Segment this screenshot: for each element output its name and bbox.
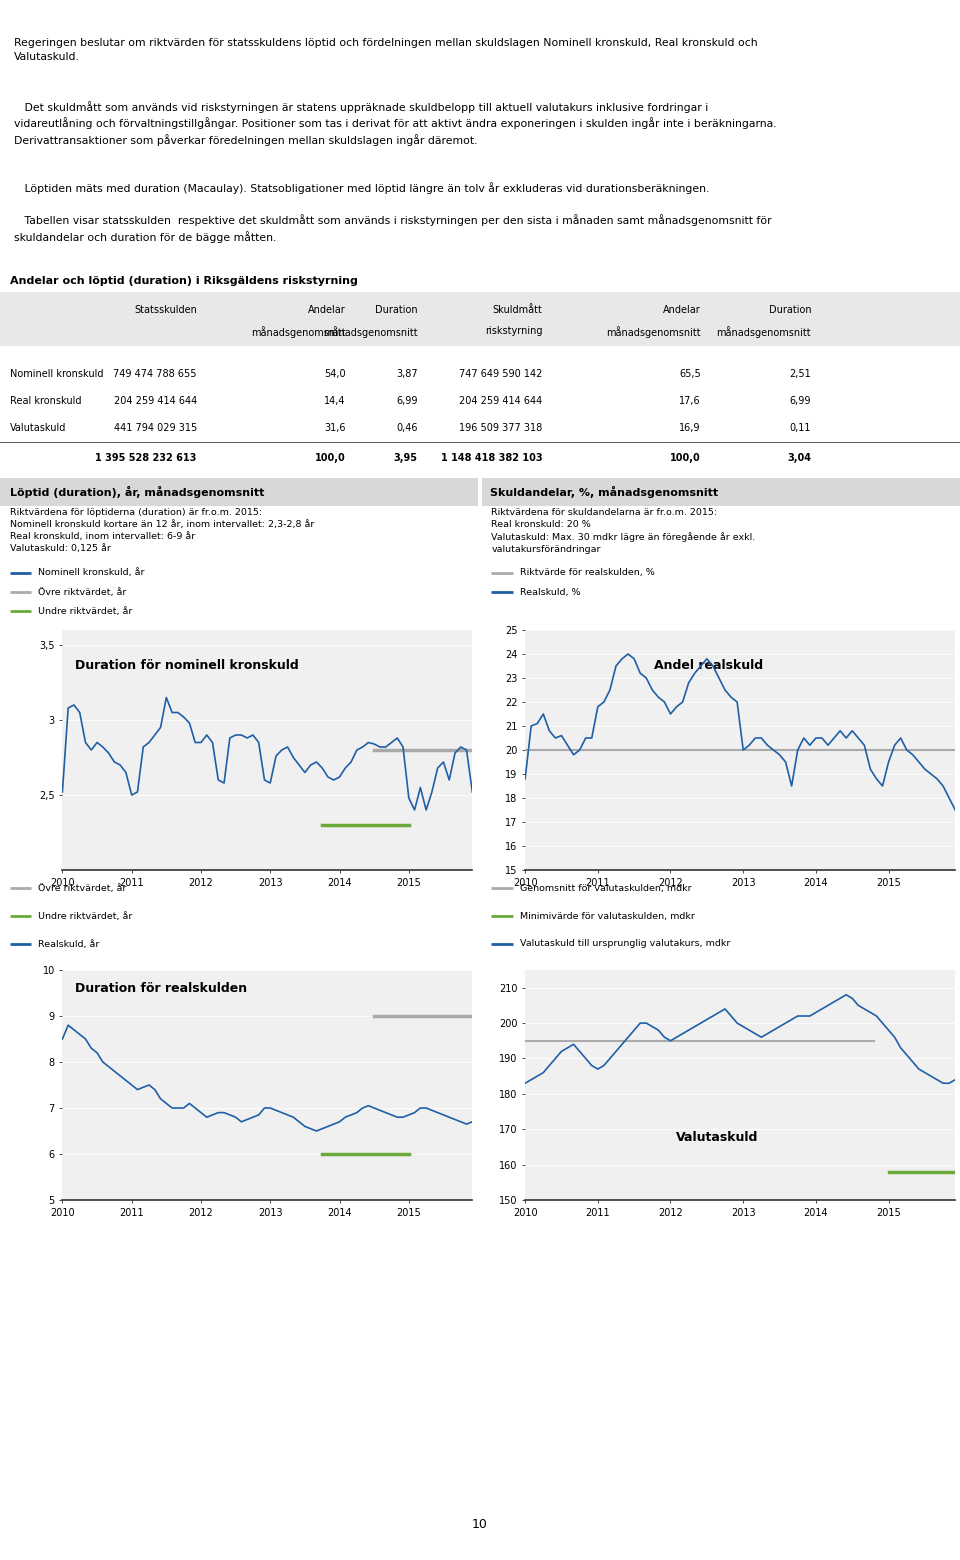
- Text: 1 395 528 232 613: 1 395 528 232 613: [95, 454, 197, 463]
- Text: Valutaskuld till ursprunglig valutakurs, mdkr: Valutaskuld till ursprunglig valutakurs,…: [520, 939, 731, 948]
- Text: Det skuldmått som används vid riskstyrningen är statens uppräknade skuldbelopp t: Det skuldmått som används vid riskstyrni…: [14, 101, 777, 147]
- Text: Realskuld, år: Realskuld, år: [38, 939, 100, 948]
- Text: Undre riktvärdet, år: Undre riktvärdet, år: [38, 607, 132, 616]
- Text: Skuldandelar, %, månadsgenomsnitt: Skuldandelar, %, månadsgenomsnitt: [490, 487, 718, 498]
- Text: 100,0: 100,0: [670, 454, 701, 463]
- Text: Löptid (duration), år, månadsgenomsnitt: Löptid (duration), år, månadsgenomsnitt: [10, 487, 264, 498]
- Text: 1 148 418 382 103: 1 148 418 382 103: [441, 454, 542, 463]
- Text: Duration för realskulden: Duration för realskulden: [75, 981, 247, 995]
- Text: månadsgenomsnitt: månadsgenomsnitt: [323, 326, 418, 337]
- Text: Andelar: Andelar: [308, 306, 346, 315]
- Text: 204 259 414 644: 204 259 414 644: [113, 396, 197, 406]
- Text: 3,87: 3,87: [396, 370, 418, 379]
- Text: 747 649 590 142: 747 649 590 142: [459, 370, 542, 379]
- Text: Löptiden mäts med duration (Macaulay). Statsobligationer med löptid längre än to: Löptiden mäts med duration (Macaulay). S…: [14, 183, 709, 193]
- Bar: [0, 292, 960, 346]
- Bar: [482, 477, 960, 505]
- Text: Tabellen visar statsskulden  respektive det skuldmått som används i riskstyrning: Tabellen visar statsskulden respektive d…: [14, 214, 772, 243]
- Text: 0,11: 0,11: [790, 423, 811, 434]
- Text: Genomsnitt för valutaskulden, mdkr: Genomsnitt för valutaskulden, mdkr: [520, 883, 692, 892]
- Text: 0,46: 0,46: [396, 423, 418, 434]
- Text: 3,95: 3,95: [394, 454, 418, 463]
- Text: månadsgenomsnitt: månadsgenomsnitt: [251, 326, 346, 337]
- Text: Regeringen beslutar om riktvärden för statsskuldens löptid och fördelningen mell: Regeringen beslutar om riktvärden för st…: [14, 37, 758, 62]
- Text: Övre riktvärdet, år: Övre riktvärdet, år: [38, 883, 127, 892]
- Text: Duration för nominell kronskuld: Duration för nominell kronskuld: [75, 658, 299, 672]
- Text: Andelar och löptid (duration) i Riksgäldens riskstyrning: Andelar och löptid (duration) i Riksgäld…: [10, 276, 357, 285]
- Text: SKULDANDELAR OCH LÖPTIDER SOM DE MÄTS I STYRNINGEN AV FÖRVALTNINGEN: SKULDANDELAR OCH LÖPTIDER SOM DE MÄTS I …: [10, 11, 683, 27]
- Text: månadsgenomsnitt: månadsgenomsnitt: [716, 326, 811, 337]
- Text: 16,9: 16,9: [680, 423, 701, 434]
- Text: riskstyrning: riskstyrning: [485, 326, 542, 335]
- Text: 17,6: 17,6: [679, 396, 701, 406]
- Text: 6,99: 6,99: [396, 396, 418, 406]
- Bar: [0, 477, 478, 505]
- Text: Skuldmått: Skuldmått: [492, 306, 542, 315]
- Text: Real kronskuld: Real kronskuld: [10, 396, 81, 406]
- Text: 6,99: 6,99: [790, 396, 811, 406]
- Text: Duration: Duration: [375, 306, 418, 315]
- Text: Andel realskuld: Andel realskuld: [654, 658, 763, 672]
- Text: Riktvärdena för löptiderna (duration) är fr.o.m. 2015:
Nominell kronskuld kortar: Riktvärdena för löptiderna (duration) är…: [10, 509, 314, 552]
- Text: 204 259 414 644: 204 259 414 644: [459, 396, 542, 406]
- Text: Minimivärde för valutaskulden, mdkr: Minimivärde för valutaskulden, mdkr: [520, 911, 695, 920]
- Text: 196 509 377 318: 196 509 377 318: [459, 423, 542, 434]
- Text: Undre riktvärdet, år: Undre riktvärdet, år: [38, 911, 132, 920]
- Text: 441 794 029 315: 441 794 029 315: [113, 423, 197, 434]
- Text: 65,5: 65,5: [679, 370, 701, 379]
- Text: 2,51: 2,51: [789, 370, 811, 379]
- Text: Riktvärde för realskulden, %: Riktvärde för realskulden, %: [520, 568, 655, 577]
- Text: 3,04: 3,04: [787, 454, 811, 463]
- Text: 10: 10: [472, 1518, 488, 1532]
- Text: Duration: Duration: [769, 306, 811, 315]
- Text: Realskuld, %: Realskuld, %: [520, 588, 581, 596]
- Text: Statsskulden: Statsskulden: [134, 306, 197, 315]
- Text: Valutaskuld: Valutaskuld: [676, 1131, 758, 1143]
- Text: månadsgenomsnitt: månadsgenomsnitt: [606, 326, 701, 337]
- Text: 749 474 788 655: 749 474 788 655: [113, 370, 197, 379]
- Text: Valutaskuld: Valutaskuld: [10, 423, 66, 434]
- Text: Nominell kronskuld, år: Nominell kronskuld, år: [38, 568, 145, 577]
- Text: Andelar: Andelar: [663, 306, 701, 315]
- Text: Övre riktvärdet, år: Övre riktvärdet, år: [38, 588, 127, 596]
- Text: 14,4: 14,4: [324, 396, 346, 406]
- Text: 31,6: 31,6: [324, 423, 346, 434]
- Text: 100,0: 100,0: [315, 454, 346, 463]
- Text: 54,0: 54,0: [324, 370, 346, 379]
- Text: Nominell kronskuld: Nominell kronskuld: [10, 370, 103, 379]
- Text: Riktvärdena för skuldandelarna är fr.o.m. 2015:
Real kronskuld: 20 %
Valutaskuld: Riktvärdena för skuldandelarna är fr.o.m…: [492, 509, 756, 554]
